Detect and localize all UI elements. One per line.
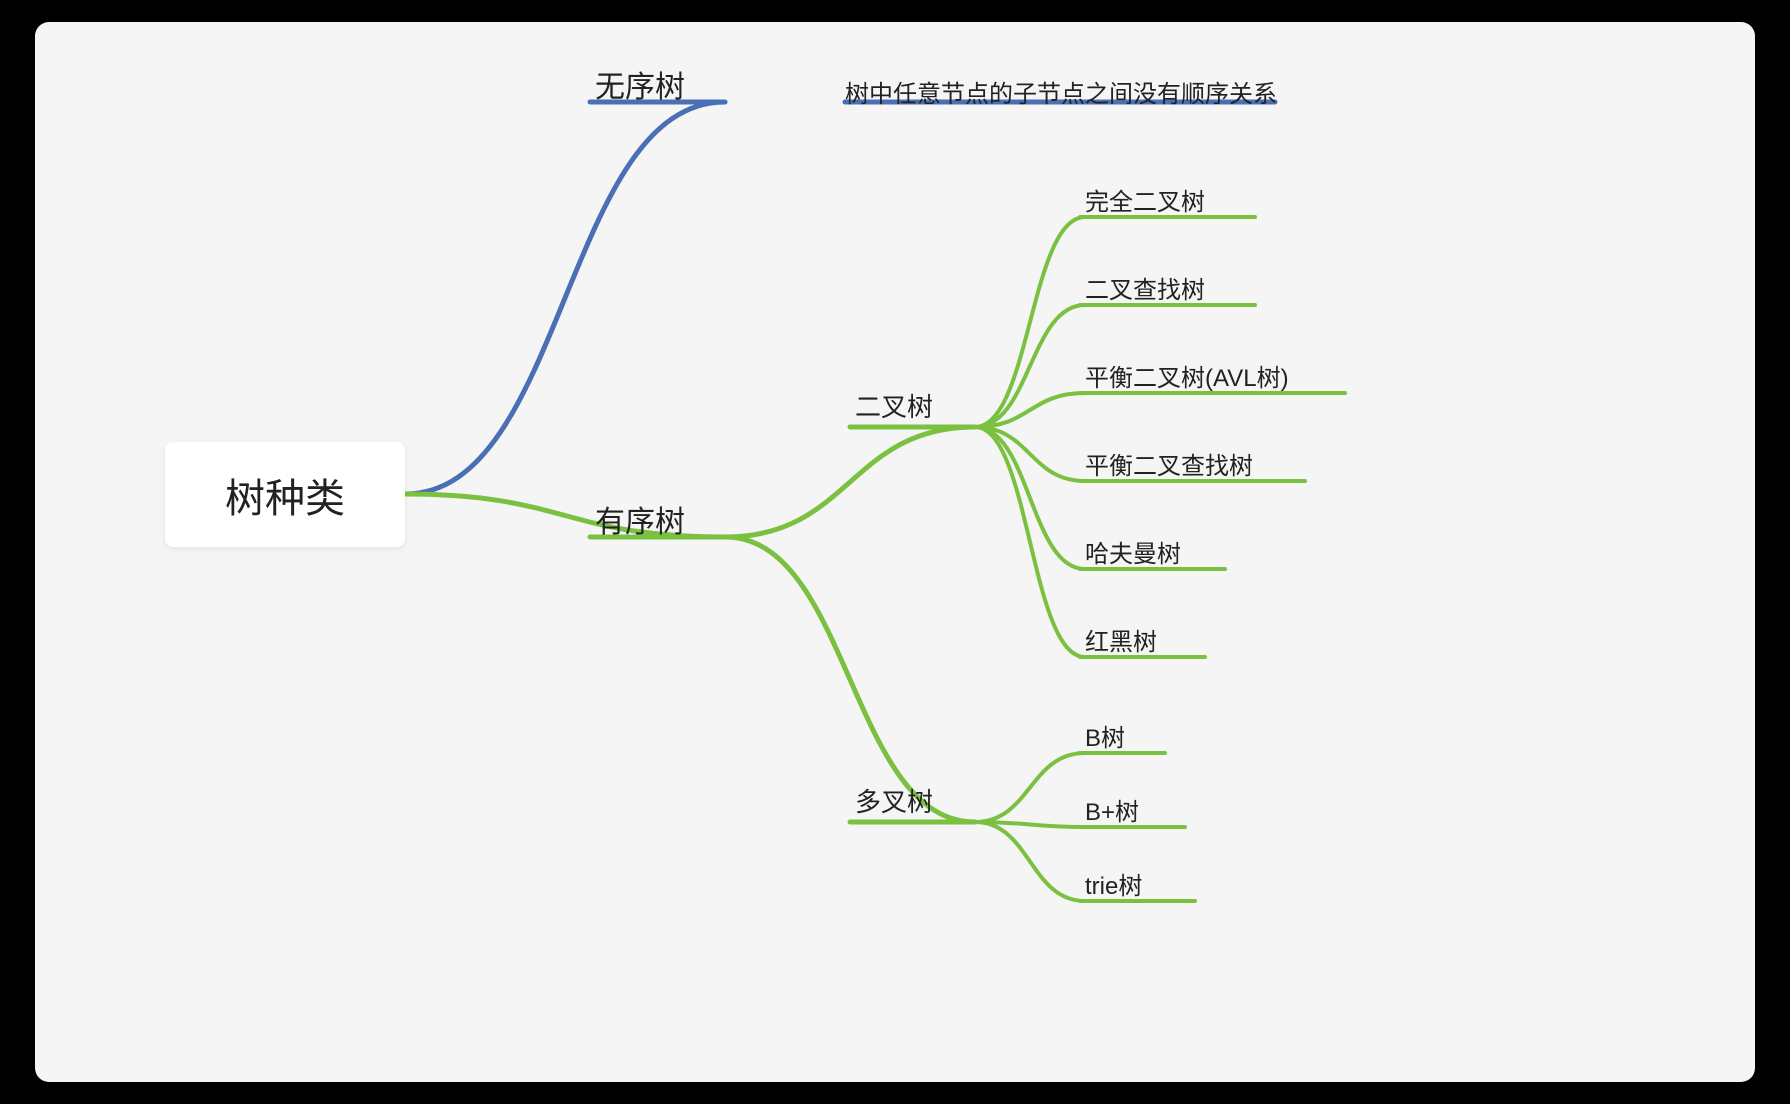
node-btree: B树 [1085,718,1125,753]
node-complete_bt: 完全二叉树 [1085,182,1205,217]
mindmap-frame: 树种类 无序树 树中任意节点的子节点之间没有顺序关系有序树 二叉树多叉树 完全二叉树二… [35,22,1755,1082]
edges-layer [35,22,1755,1082]
node-huffman: 哈夫曼树 [1085,534,1181,569]
root-node: 树种类 [165,442,405,547]
node-bst: 二叉查找树 [1085,270,1205,305]
node-unordered_desc: 树中任意节点的子节点之间没有顺序关系 [845,74,1277,109]
node-unordered: 无序树 [595,62,685,106]
node-avl: 平衡二叉树(AVL树) [1085,358,1289,393]
node-binary: 二叉树 [855,387,933,424]
node-balanced_bst: 平衡二叉查找树 [1085,446,1253,481]
node-trie: trie树 [1085,866,1142,901]
node-bplus: B+树 [1085,792,1139,827]
node-redblack: 红黑树 [1085,622,1157,657]
root-label: 树种类 [225,466,345,524]
node-multiway: 多叉树 [855,782,933,819]
node-ordered: 有序树 [595,497,685,541]
